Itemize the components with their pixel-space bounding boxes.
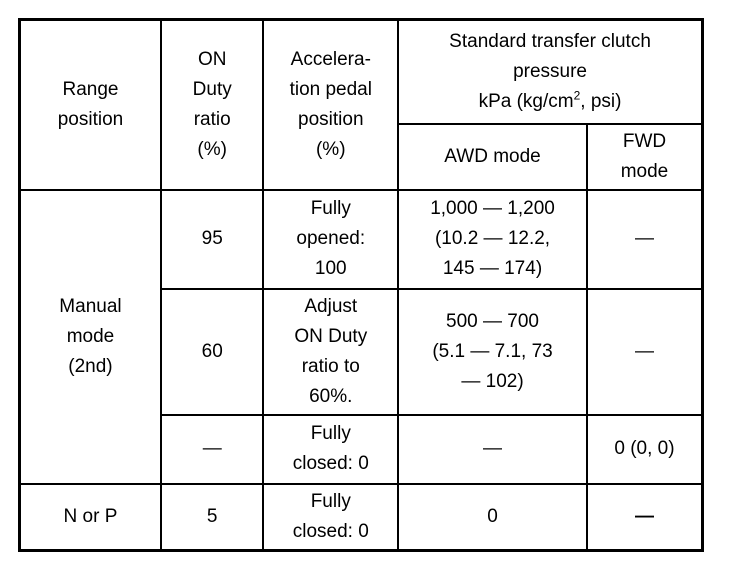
cell-fwd: 0 (0, 0) bbox=[585, 413, 704, 485]
text: opened: bbox=[296, 228, 366, 249]
cell-range: Manual mode (2nd) bbox=[18, 188, 162, 485]
cell-duty: — bbox=[159, 413, 265, 485]
text: mode bbox=[620, 160, 669, 182]
header-range-position: Range position bbox=[18, 18, 162, 191]
text: Fully bbox=[310, 490, 351, 512]
table-row: — Fully closed: 0 — 0 (0, 0) bbox=[20, 413, 704, 485]
text: Manual bbox=[59, 295, 122, 317]
header-pressure: Standard transfer clutch pressure kPa (kg/… bbox=[397, 18, 704, 125]
text: (2nd) bbox=[68, 355, 113, 377]
cell-awd: 500 — 700 (5.1 — 7.1, 73 — 102) bbox=[397, 287, 588, 416]
table-row: 60 Adjust ON Duty ratio to 60%. 500 — 700 (5… bbox=[20, 287, 704, 416]
text: ON Duty bbox=[294, 325, 368, 347]
text: 100 bbox=[314, 258, 347, 279]
text: 60%. bbox=[309, 385, 353, 407]
text: tion pedal bbox=[289, 78, 372, 100]
text: ratio to bbox=[301, 355, 360, 377]
text: closed: 0 bbox=[292, 453, 369, 474]
cell-pedal: Fully closed: 0 bbox=[262, 482, 400, 552]
text: (%) bbox=[197, 138, 227, 160]
text: ratio bbox=[193, 108, 231, 130]
text: Fully bbox=[310, 198, 351, 219]
text: — 102) bbox=[461, 370, 524, 392]
text: (5.1 — 7.1, 73 bbox=[432, 340, 553, 362]
text: (%) bbox=[315, 138, 346, 160]
text: ON bbox=[197, 48, 227, 70]
text: kPa (kg/cm bbox=[478, 90, 574, 112]
cell-pedal: Fully closed: 0 bbox=[262, 413, 400, 485]
header-on-duty: ON Duty ratio (%) bbox=[159, 18, 265, 191]
text: Fully bbox=[310, 423, 351, 444]
text: 1,000 — 1,200 bbox=[430, 198, 555, 219]
text: position bbox=[298, 108, 364, 130]
cell-pedal: Adjust ON Duty ratio to 60%. bbox=[262, 287, 400, 416]
text: pressure bbox=[513, 60, 587, 82]
text: , psi) bbox=[580, 90, 622, 112]
cell-fwd: — bbox=[585, 287, 704, 416]
text: 500 — 700 bbox=[446, 310, 539, 332]
header-fwd: FWD mode bbox=[585, 122, 704, 191]
text: mode bbox=[66, 325, 115, 347]
text: position bbox=[57, 108, 124, 130]
text: FWD bbox=[622, 130, 667, 152]
cell-pedal: Fully opened: 100 bbox=[262, 188, 400, 290]
text: closed: 0 bbox=[292, 520, 369, 542]
text: Duty bbox=[192, 78, 232, 100]
table-row: N or P 5 Fully closed: 0 0 — bbox=[18, 482, 704, 552]
header-awd: AWD mode bbox=[397, 122, 588, 191]
header-pedal: Accelera-tion pedal position (%) bbox=[262, 18, 400, 191]
text: Standard transfer clutch bbox=[449, 30, 651, 52]
text: 145 — 174) bbox=[442, 258, 543, 279]
text: Adjust bbox=[304, 295, 358, 317]
text: Range bbox=[62, 78, 119, 100]
cell-duty: 5 bbox=[159, 482, 265, 552]
cell-duty: 60 bbox=[159, 287, 265, 416]
cell-fwd: — bbox=[585, 482, 704, 552]
text: Accelera- bbox=[290, 48, 371, 70]
cell-awd: 1,000 — 1,200 (10.2 — 12.2, 145 — 174) bbox=[397, 188, 588, 290]
text: (10.2 — 12.2, bbox=[434, 228, 551, 249]
cell-awd: — bbox=[397, 413, 588, 485]
cell-awd: 0 bbox=[397, 482, 588, 552]
cell-fwd: — bbox=[585, 188, 704, 290]
clutch-pressure-table: Range position ON Duty ratio (%) Accelera-ti… bbox=[18, 18, 704, 552]
table-row: Manual mode (2nd) 95 Fully opened: 100 1,000… bbox=[18, 188, 704, 485]
cell-duty: 95 bbox=[159, 188, 265, 290]
cell-range: N or P bbox=[18, 482, 162, 552]
text: 2 bbox=[573, 88, 581, 103]
